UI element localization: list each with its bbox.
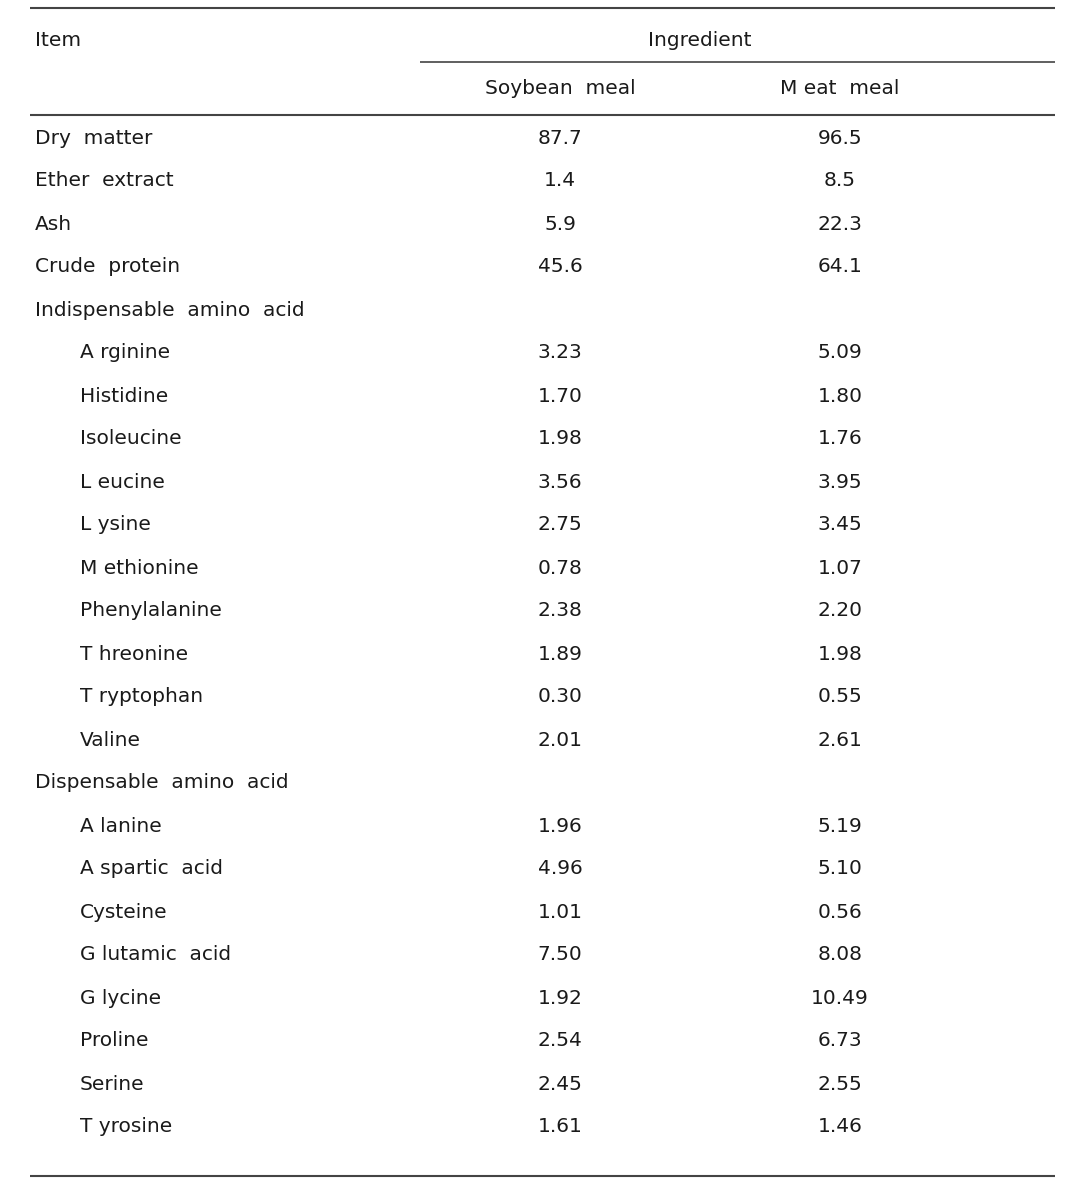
Text: Ash: Ash — [35, 215, 72, 233]
Text: 1.07: 1.07 — [818, 559, 863, 578]
Text: 5.09: 5.09 — [818, 343, 863, 362]
Text: Valine: Valine — [80, 731, 141, 750]
Text: A rginine: A rginine — [80, 343, 170, 362]
Text: Dispensable  amino  acid: Dispensable amino acid — [35, 773, 289, 792]
Text: 3.56: 3.56 — [538, 473, 583, 492]
Text: 1.96: 1.96 — [538, 817, 583, 836]
Text: G lycine: G lycine — [80, 988, 162, 1008]
Text: 7.50: 7.50 — [538, 946, 583, 964]
Text: 2.54: 2.54 — [537, 1032, 583, 1050]
Text: Serine: Serine — [80, 1074, 144, 1093]
Text: 5.19: 5.19 — [818, 817, 863, 836]
Text: 1.70: 1.70 — [537, 387, 583, 406]
Text: T yrosine: T yrosine — [80, 1118, 173, 1137]
Text: 5.10: 5.10 — [818, 859, 863, 878]
Text: Ingredient: Ingredient — [648, 31, 752, 50]
Text: Phenylalanine: Phenylalanine — [80, 601, 221, 620]
Text: Proline: Proline — [80, 1032, 149, 1050]
Text: 1.89: 1.89 — [537, 645, 583, 664]
Text: 0.30: 0.30 — [537, 687, 583, 706]
Text: 5.9: 5.9 — [544, 215, 576, 233]
Text: 4.96: 4.96 — [538, 859, 583, 878]
Text: A lanine: A lanine — [80, 817, 162, 836]
Text: Isoleucine: Isoleucine — [80, 429, 181, 448]
Text: 1.4: 1.4 — [544, 171, 576, 191]
Text: L ysine: L ysine — [80, 515, 151, 534]
Text: T ryptophan: T ryptophan — [80, 687, 203, 706]
Text: 8.5: 8.5 — [824, 171, 856, 191]
Text: 1.61: 1.61 — [537, 1118, 583, 1137]
Text: 2.55: 2.55 — [818, 1074, 863, 1093]
Text: 2.61: 2.61 — [818, 731, 863, 750]
Text: Cysteine: Cysteine — [80, 902, 167, 922]
Text: G lutamic  acid: G lutamic acid — [80, 946, 231, 964]
Text: M ethionine: M ethionine — [80, 559, 199, 578]
Text: 2.45: 2.45 — [537, 1074, 583, 1093]
Text: 1.76: 1.76 — [818, 429, 863, 448]
Text: M eat  meal: M eat meal — [780, 79, 899, 98]
Text: Soybean  meal: Soybean meal — [485, 79, 636, 98]
Text: 2.20: 2.20 — [817, 601, 863, 620]
Text: Indispensable  amino  acid: Indispensable amino acid — [35, 301, 305, 320]
Text: 1.98: 1.98 — [537, 429, 583, 448]
Text: 64.1: 64.1 — [818, 257, 863, 277]
Text: 3.23: 3.23 — [538, 343, 583, 362]
Text: 0.78: 0.78 — [537, 559, 583, 578]
Text: 2.38: 2.38 — [537, 601, 583, 620]
Text: Histidine: Histidine — [80, 387, 168, 406]
Text: 22.3: 22.3 — [818, 215, 863, 233]
Text: Ether  extract: Ether extract — [35, 171, 174, 191]
Text: 45.6: 45.6 — [538, 257, 583, 277]
Text: Dry  matter: Dry matter — [35, 129, 152, 147]
Text: T hreonine: T hreonine — [80, 645, 188, 664]
Text: 1.92: 1.92 — [537, 988, 583, 1008]
Text: 10.49: 10.49 — [812, 988, 869, 1008]
Text: Item: Item — [35, 31, 81, 50]
Text: 0.56: 0.56 — [818, 902, 863, 922]
Text: 87.7: 87.7 — [538, 129, 583, 147]
Text: A spartic  acid: A spartic acid — [80, 859, 224, 878]
Text: 1.01: 1.01 — [537, 902, 583, 922]
Text: 1.98: 1.98 — [818, 645, 863, 664]
Text: 3.45: 3.45 — [818, 515, 863, 534]
Text: 96.5: 96.5 — [818, 129, 863, 147]
Text: 2.75: 2.75 — [538, 515, 583, 534]
Text: 1.46: 1.46 — [818, 1118, 863, 1137]
Text: L eucine: L eucine — [80, 473, 165, 492]
Text: 0.55: 0.55 — [818, 687, 863, 706]
Text: 1.80: 1.80 — [817, 387, 863, 406]
Text: 6.73: 6.73 — [818, 1032, 863, 1050]
Text: 2.01: 2.01 — [537, 731, 583, 750]
Text: 3.95: 3.95 — [818, 473, 863, 492]
Text: Crude  protein: Crude protein — [35, 257, 180, 277]
Text: 8.08: 8.08 — [817, 946, 863, 964]
